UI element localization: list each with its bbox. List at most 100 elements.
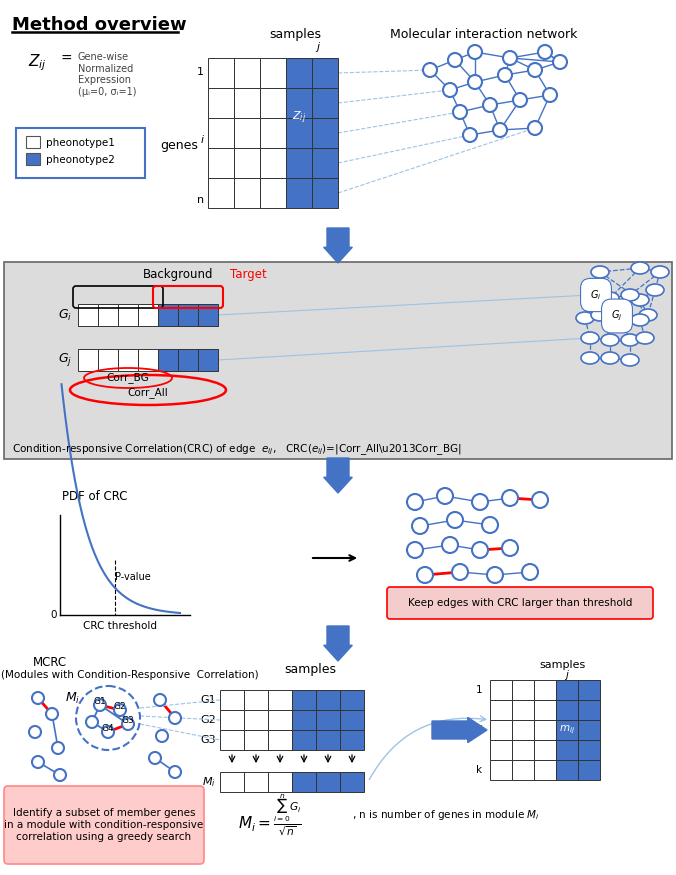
Bar — [26, 136, 40, 148]
Circle shape — [149, 752, 161, 764]
Bar — [208, 118, 234, 148]
Circle shape — [538, 45, 552, 59]
Text: Target: Target — [230, 268, 266, 281]
Bar — [260, 178, 286, 208]
Bar — [98, 349, 118, 371]
Circle shape — [32, 756, 44, 768]
Bar — [316, 710, 340, 730]
Bar — [98, 304, 118, 326]
Bar — [340, 710, 364, 730]
Circle shape — [522, 564, 538, 580]
Bar — [512, 700, 534, 720]
Circle shape — [487, 567, 503, 583]
Circle shape — [407, 542, 423, 558]
Bar — [158, 349, 178, 371]
FancyBboxPatch shape — [387, 587, 653, 619]
Text: $m_{ij}$: $m_{ij}$ — [559, 724, 575, 736]
Text: genes: genes — [160, 138, 198, 151]
Circle shape — [448, 53, 462, 67]
Circle shape — [503, 51, 517, 65]
Text: Corr_BG: Corr_BG — [107, 373, 149, 383]
Bar — [312, 148, 338, 178]
Bar — [512, 720, 534, 740]
Circle shape — [442, 537, 458, 553]
Circle shape — [52, 742, 64, 754]
Circle shape — [423, 63, 437, 77]
Circle shape — [54, 769, 66, 781]
Bar — [292, 730, 316, 750]
Text: j: j — [316, 42, 320, 52]
Bar — [312, 178, 338, 208]
Text: G2: G2 — [114, 702, 126, 711]
Bar — [490, 760, 512, 780]
Ellipse shape — [576, 312, 594, 324]
Circle shape — [528, 63, 542, 77]
Text: =: = — [60, 52, 72, 66]
Bar — [260, 88, 286, 118]
Circle shape — [46, 708, 58, 720]
Ellipse shape — [631, 294, 649, 306]
Ellipse shape — [631, 262, 649, 274]
Text: pheonotype2: pheonotype2 — [46, 155, 115, 165]
Ellipse shape — [646, 284, 664, 296]
Bar — [208, 88, 234, 118]
Text: Corr_All: Corr_All — [128, 388, 168, 398]
Bar — [220, 710, 244, 730]
Circle shape — [154, 694, 166, 706]
Text: 1: 1 — [475, 685, 482, 695]
Bar — [260, 118, 286, 148]
Bar — [490, 720, 512, 740]
Circle shape — [443, 83, 457, 97]
Circle shape — [169, 766, 181, 778]
Circle shape — [502, 540, 518, 556]
Text: 0: 0 — [51, 610, 57, 620]
Bar — [208, 178, 234, 208]
Bar — [578, 680, 600, 700]
Bar — [512, 680, 534, 700]
Text: , n is number of genes in module $M_i$: , n is number of genes in module $M_i$ — [352, 808, 539, 822]
Text: i: i — [201, 135, 204, 145]
Text: Method overview: Method overview — [12, 16, 187, 34]
Bar — [220, 690, 244, 710]
Bar — [340, 730, 364, 750]
Bar — [178, 349, 198, 371]
Bar — [138, 349, 158, 371]
Bar — [340, 772, 364, 792]
Bar — [312, 88, 338, 118]
Circle shape — [453, 105, 467, 119]
Text: Background: Background — [143, 268, 213, 281]
Bar — [512, 760, 534, 780]
Bar — [268, 710, 292, 730]
Text: G2: G2 — [200, 715, 216, 725]
FancyArrow shape — [324, 458, 352, 493]
Bar — [260, 148, 286, 178]
Ellipse shape — [601, 352, 619, 364]
Text: $Z_{ij}$: $Z_{ij}$ — [292, 109, 306, 126]
Text: G4: G4 — [101, 724, 114, 733]
Ellipse shape — [601, 334, 619, 346]
Text: $M_i$: $M_i$ — [65, 690, 80, 705]
Text: Modules: Modules — [500, 715, 546, 725]
Circle shape — [452, 564, 468, 580]
Bar — [178, 304, 198, 326]
Text: samples: samples — [540, 660, 586, 670]
Bar — [26, 153, 40, 165]
FancyArrow shape — [432, 718, 487, 743]
Bar — [260, 58, 286, 88]
Text: $G_j$: $G_j$ — [58, 352, 72, 368]
Text: G3: G3 — [200, 735, 216, 745]
Ellipse shape — [621, 334, 639, 346]
Circle shape — [482, 517, 498, 533]
Text: $G_i$: $G_i$ — [590, 288, 602, 302]
Ellipse shape — [621, 354, 639, 366]
Circle shape — [437, 488, 453, 504]
Bar — [158, 304, 178, 326]
Bar — [234, 178, 260, 208]
Bar — [220, 730, 244, 750]
Bar — [234, 118, 260, 148]
Ellipse shape — [621, 289, 639, 301]
Bar — [578, 700, 600, 720]
Bar — [490, 700, 512, 720]
Text: $G_i$: $G_i$ — [58, 307, 72, 323]
Text: $Z_{ij}$: $Z_{ij}$ — [28, 52, 47, 73]
